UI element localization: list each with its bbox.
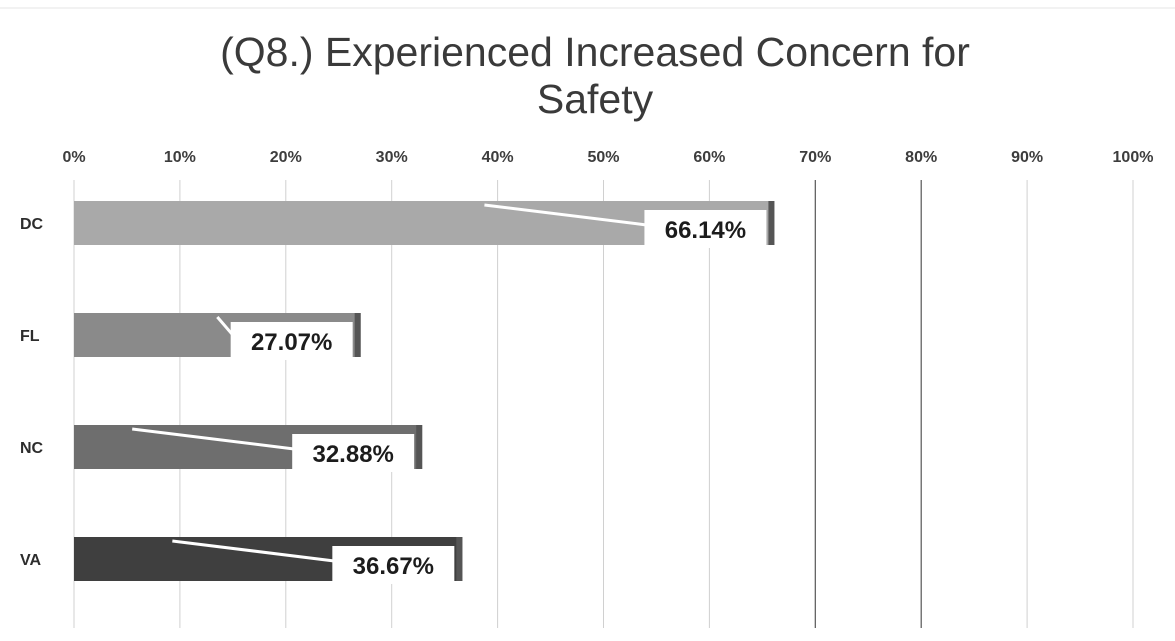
x-tick-label-90: 90% <box>1011 149 1043 166</box>
gridlines <box>73 180 1134 628</box>
x-tick-label-20: 20% <box>270 149 302 166</box>
bar-end-cap-fl <box>354 313 361 357</box>
bar-end-cap-nc <box>416 425 423 469</box>
x-tick-label-10: 10% <box>164 149 196 166</box>
data-label-fl: 27.07% <box>251 329 332 356</box>
data-label-box-fl <box>230 322 353 360</box>
chart-title-line-1: (Q8.) Experienced Increased Concern for <box>220 29 970 75</box>
chart-title-line-2: Safety <box>537 76 654 122</box>
category-label-dc: DC <box>20 216 44 233</box>
x-tick-label-30: 30% <box>376 149 408 166</box>
category-label-nc: NC <box>20 440 44 457</box>
leader-line-va <box>172 539 337 563</box>
data-label-box-dc <box>644 210 767 248</box>
x-tick-label-60: 60% <box>693 149 725 166</box>
data-label-dc: 66.14% <box>665 217 746 244</box>
x-tick-label-50: 50% <box>587 149 619 166</box>
data-label-nc: 32.88% <box>312 441 393 468</box>
leader-line-dc <box>484 203 649 227</box>
x-tick-label-80: 80% <box>905 149 937 166</box>
bar-end-cap-dc <box>768 201 775 245</box>
data-label-va: 36.67% <box>353 553 434 580</box>
data-label-box-nc <box>292 434 415 472</box>
x-tick-label-70: 70% <box>799 149 831 166</box>
category-labels: DC FL NC VA <box>20 216 44 569</box>
category-label-fl: FL <box>20 328 40 345</box>
data-labels: 66.14% 27.07% 32.88% 36.67% <box>132 203 767 584</box>
bar-end-cap-va <box>456 537 463 581</box>
x-tick-label-40: 40% <box>482 149 514 166</box>
x-tick-label-100: 100% <box>1113 149 1154 166</box>
data-label-box-va <box>332 546 455 584</box>
x-axis-tick-labels: 0% 10% 20% 30% 40% 50% 60% 70% 80% 90% 100% <box>62 149 1153 166</box>
category-label-va: VA <box>20 552 41 569</box>
x-tick-label-0: 0% <box>62 149 85 166</box>
leader-line-nc <box>132 427 297 451</box>
